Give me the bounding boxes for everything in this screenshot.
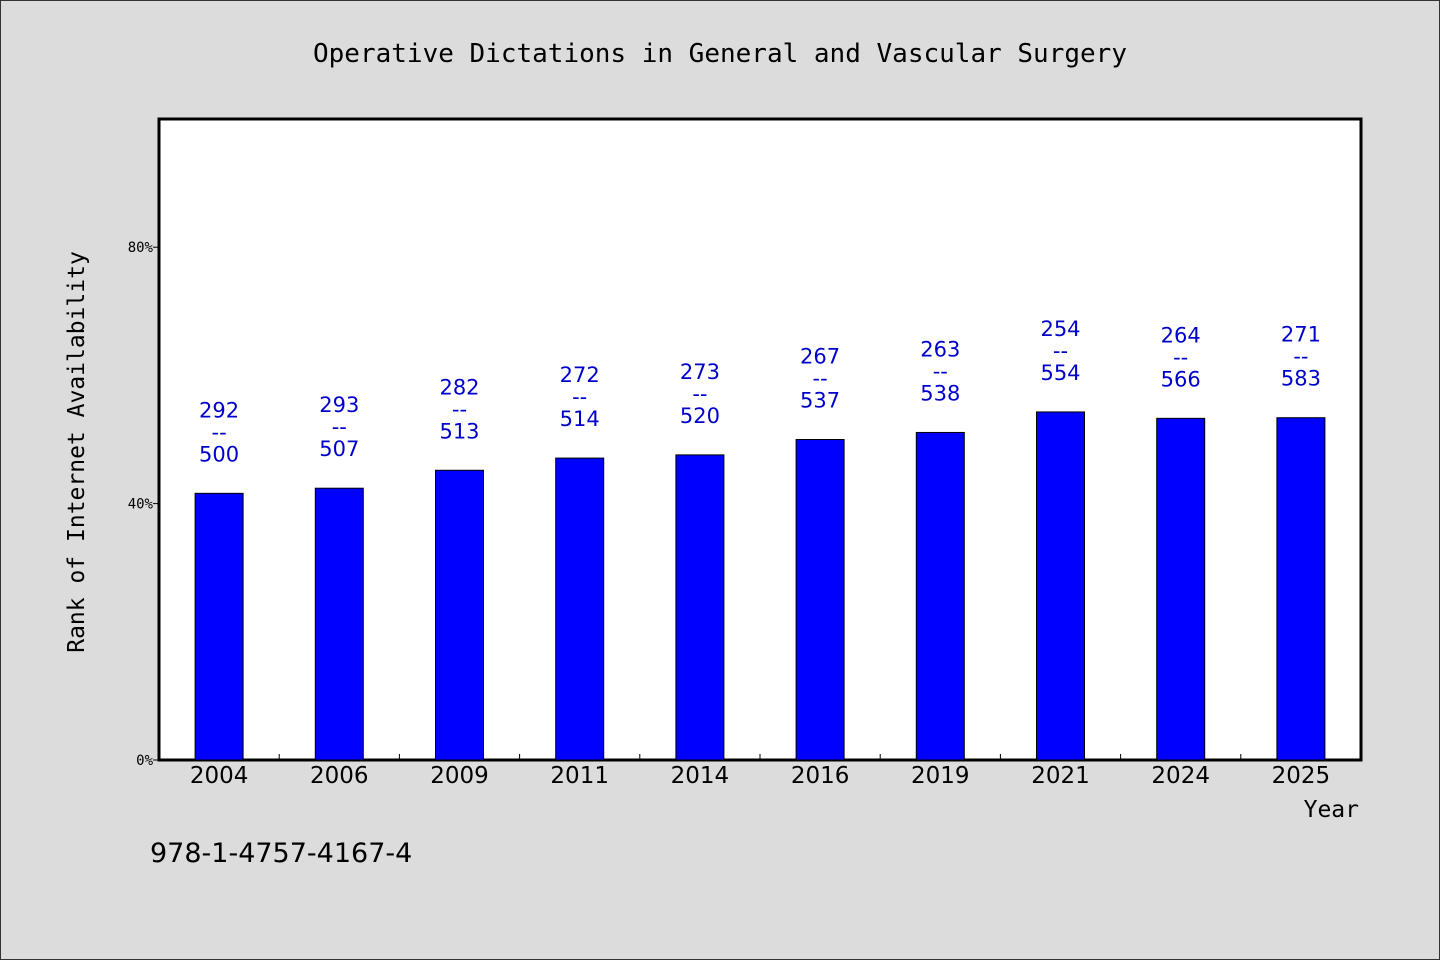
data-label-sep-2021: --: [1053, 339, 1068, 363]
data-label-bottom-2025: 583: [1281, 367, 1321, 391]
x-tick-label-2021: 2021: [1031, 763, 1090, 789]
bar-2021: [1036, 411, 1085, 761]
data-label-sep-2024: --: [1173, 345, 1188, 369]
data-label-sep-2006: --: [332, 415, 347, 439]
data-label-top-2025: 271: [1281, 323, 1321, 347]
bar-2011: [555, 457, 605, 761]
data-label-top-2004: 292: [199, 398, 239, 422]
x-tick-label-2004: 2004: [190, 763, 249, 789]
bar-2025: [1276, 417, 1326, 761]
x-tick-label-2024: 2024: [1151, 763, 1210, 789]
y-tick-label-80: 80%: [128, 240, 154, 256]
y-axis-ticks: 0% 40% 80%: [128, 240, 159, 769]
x-tick-label-2009: 2009: [430, 763, 489, 789]
y-tick-label-0: 0%: [136, 753, 153, 769]
data-label-top-2021: 254: [1040, 317, 1080, 341]
data-label-bottom-2021: 554: [1040, 361, 1080, 385]
bar-2016: [795, 439, 845, 761]
bars: [194, 411, 1326, 761]
data-label-bottom-2014: 520: [680, 404, 720, 428]
bar-2024: [1156, 417, 1206, 761]
x-tick-label-2016: 2016: [791, 763, 850, 789]
data-label-sep-2014: --: [692, 382, 707, 406]
x-tick-label-2025: 2025: [1272, 763, 1331, 789]
data-label-bottom-2019: 538: [920, 381, 960, 405]
data-label-sep-2016: --: [813, 367, 828, 391]
y-axis-label: Rank of Internet Availability: [64, 251, 90, 653]
bar-2019: [915, 431, 965, 761]
data-label-sep-2004: --: [212, 420, 227, 444]
bar-2014: [675, 454, 725, 761]
x-axis-label: Year: [1304, 797, 1359, 823]
bar-2006: [314, 487, 364, 761]
data-label-bottom-2011: 514: [560, 407, 600, 431]
data-label-top-2009: 282: [439, 375, 479, 399]
x-tick-label-2006: 2006: [310, 763, 369, 789]
data-label-sep-2019: --: [933, 359, 948, 383]
data-label-top-2019: 263: [920, 337, 960, 361]
data-label-bottom-2006: 507: [319, 437, 359, 461]
data-label-bottom-2016: 537: [800, 389, 840, 413]
bar-2009: [435, 469, 484, 761]
data-label-bottom-2009: 513: [439, 419, 479, 443]
x-tick-label-2019: 2019: [911, 763, 970, 789]
data-labels: 292--500293--507282--513272--514273--520…: [199, 317, 1321, 466]
x-tick-label-2011: 2011: [550, 763, 609, 789]
data-label-top-2011: 272: [560, 363, 600, 387]
data-label-top-2016: 267: [800, 345, 840, 369]
y-tick-label-40: 40%: [128, 497, 154, 513]
data-label-sep-2009: --: [452, 397, 467, 421]
data-label-bottom-2024: 566: [1161, 367, 1201, 391]
x-axis-ticks: 2004 2006 2009 2011 2014 2016 2019 2021 2024 2025: [190, 754, 1330, 789]
data-label-top-2024: 264: [1161, 323, 1201, 347]
data-label-sep-2025: --: [1293, 345, 1308, 369]
data-label-top-2014: 273: [680, 360, 720, 384]
data-label-bottom-2004: 500: [199, 442, 239, 466]
data-label-top-2006: 293: [319, 393, 359, 417]
data-label-sep-2011: --: [572, 385, 587, 409]
bar-2004: [194, 492, 244, 761]
isbn-text: 978-1-4757-4167-4: [150, 838, 412, 869]
chart-title: Operative Dictations in General and Vasc…: [313, 39, 1127, 69]
x-tick-label-2014: 2014: [671, 763, 730, 789]
